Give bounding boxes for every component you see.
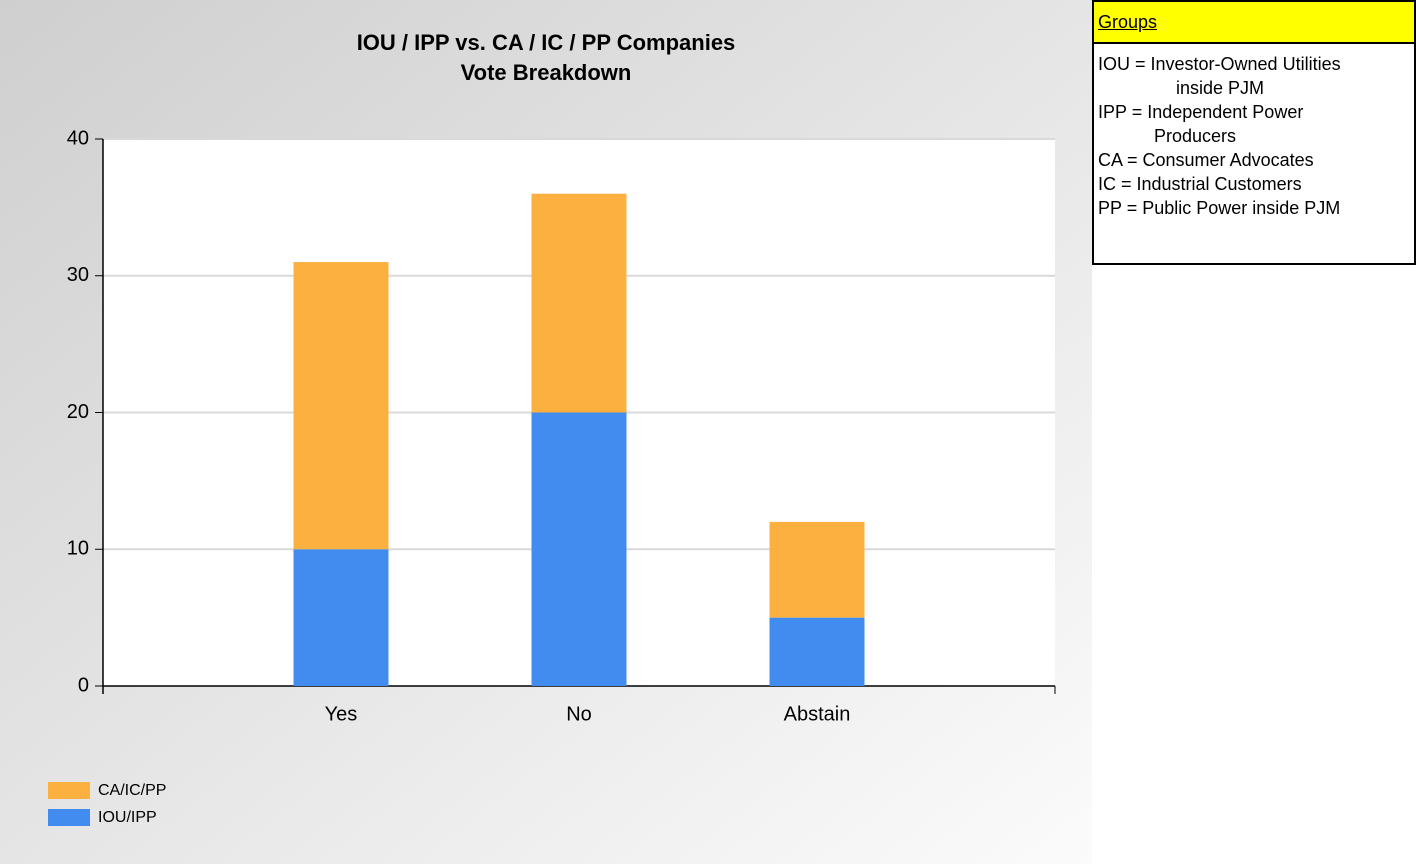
bar-segment xyxy=(531,412,627,686)
bar-segment xyxy=(293,262,389,550)
panel-line: IPP = Independent Power xyxy=(1098,102,1304,122)
panel-line: PP = Public Power inside PJM xyxy=(1098,198,1341,218)
legend-label: CA/IC/PP xyxy=(98,782,166,799)
panel-title: Groups xyxy=(1094,2,1414,44)
panel-line: CA = Consumer Advocates xyxy=(1098,150,1314,170)
legend-swatch xyxy=(48,782,90,799)
groups-panel: Groups IOU = Investor-Owned Utilities ins… xyxy=(1092,0,1416,265)
bar-segment xyxy=(769,521,865,618)
bar-segment xyxy=(769,617,865,686)
legend-label: IOU/IPP xyxy=(98,809,157,826)
panel-line: inside PJM xyxy=(1176,78,1265,98)
y-tick-label: 30 xyxy=(67,264,89,286)
panel-lines: IOU = Investor-Owned Utilities inside PJM… xyxy=(1094,44,1414,220)
y-tick-label: 10 xyxy=(67,538,89,560)
bar-segment xyxy=(293,549,389,686)
x-tick-label: No xyxy=(566,703,592,725)
y-tick-label: 0 xyxy=(78,674,89,696)
y-tick-label: 40 xyxy=(67,127,89,149)
y-tick-label: 20 xyxy=(67,401,89,423)
legend-swatch xyxy=(48,809,90,826)
x-tick-label: Abstain xyxy=(784,703,851,725)
bar-segment xyxy=(531,193,627,413)
chart-subtitle: Vote Breakdown xyxy=(461,60,632,85)
panel-line: IOU = Investor-Owned Utilities xyxy=(1098,54,1341,74)
panel-line: Producers xyxy=(1154,126,1237,146)
chart-title: IOU / IPP vs. CA / IC / PP Companies xyxy=(357,30,736,55)
chart: IOU / IPP vs. CA / IC / PP Companies Vot… xyxy=(0,0,1092,864)
panel-line: IC = Industrial Customers xyxy=(1098,174,1302,194)
x-tick-label: Yes xyxy=(325,703,358,725)
